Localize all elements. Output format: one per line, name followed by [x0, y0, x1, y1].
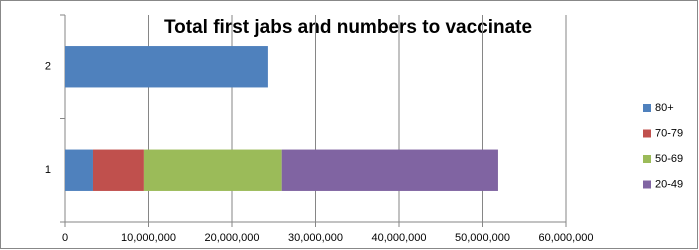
- legend-swatch: [643, 155, 651, 163]
- y-tick-label: 2: [45, 61, 51, 73]
- legend-swatch: [643, 129, 651, 138]
- x-tick-label: 40,000,000: [371, 232, 426, 244]
- legend-label: 20-49: [655, 178, 683, 190]
- legend-swatch: [643, 104, 651, 112]
- bar-segment: [281, 149, 498, 191]
- legend-swatch: [643, 180, 651, 189]
- chart-title: Total first jabs and numbers to vaccinat…: [164, 17, 532, 38]
- x-tick-label: 0: [62, 232, 68, 244]
- bar-segment: [65, 149, 93, 191]
- bar-segment: [65, 46, 268, 88]
- x-tick-label: 60,000,000: [538, 232, 593, 244]
- y-tick-label: 1: [45, 164, 51, 176]
- bar-segment: [143, 149, 282, 191]
- legend-label: 70-79: [655, 127, 683, 139]
- bar-segment: [92, 149, 144, 191]
- x-tick-label: 10,000,000: [121, 232, 176, 244]
- legend-label: 50-69: [655, 153, 683, 165]
- legend-label: 80+: [655, 102, 674, 114]
- x-tick-label: 50,000,000: [455, 232, 510, 244]
- x-tick-label: 20,000,000: [204, 232, 259, 244]
- x-tick-label: 30,000,000: [288, 232, 343, 244]
